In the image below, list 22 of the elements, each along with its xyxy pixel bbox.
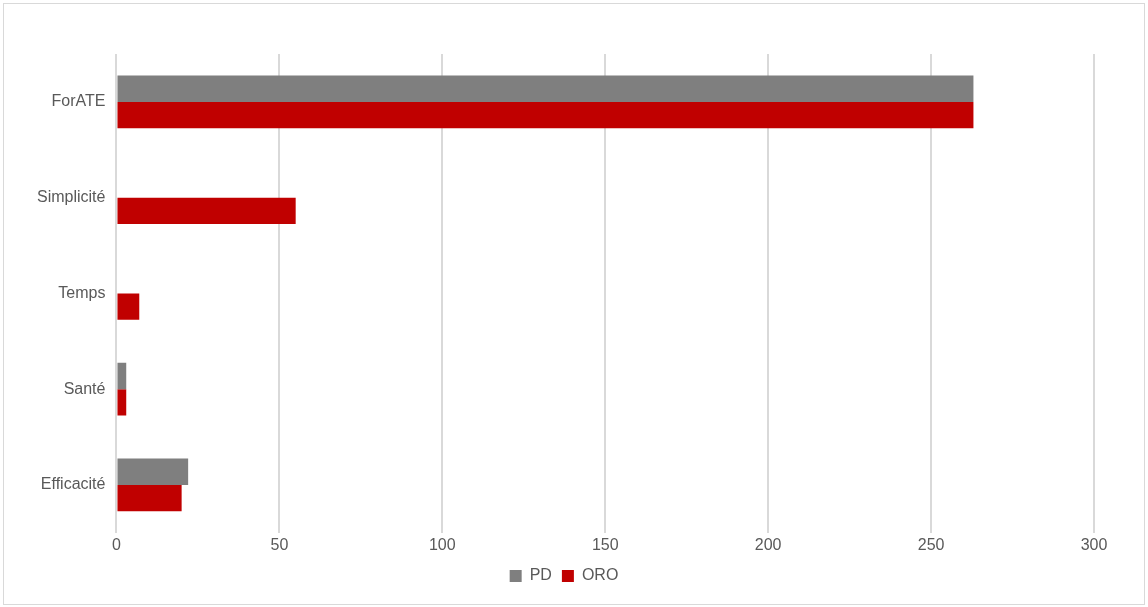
x-tick-label: 100: [428, 535, 456, 553]
x-tick-label: 250: [917, 535, 945, 553]
bar: [117, 458, 189, 485]
x-tick-label: 50: [270, 535, 289, 553]
x-tick-label: 200: [754, 535, 782, 553]
y-tick-label: ForATE: [51, 92, 106, 110]
bar: [117, 389, 127, 416]
bar: [117, 75, 974, 102]
legend-label: PD: [529, 566, 552, 584]
bar: [117, 484, 182, 512]
x-tick-label: 0: [112, 535, 122, 553]
bar: [117, 293, 140, 320]
legend-label: ORO: [581, 566, 619, 584]
y-tick-label: Simplicité: [36, 188, 106, 206]
x-tick-label: 300: [1080, 535, 1108, 553]
y-tick-label: Temps: [58, 283, 106, 301]
y-tick-label: Efficacité: [40, 475, 106, 493]
bar: [117, 101, 974, 129]
x-tick-label: 150: [591, 535, 619, 553]
bar: [117, 197, 296, 224]
bar: [117, 362, 127, 390]
y-tick-label: Santé: [63, 379, 106, 397]
